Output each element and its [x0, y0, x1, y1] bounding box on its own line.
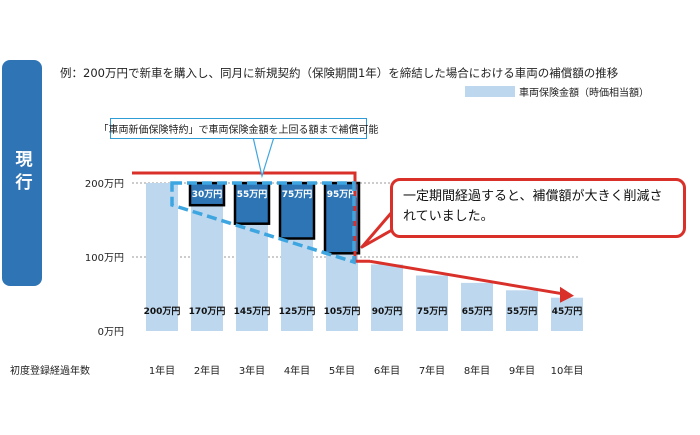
bar-value-label: 200万円 — [144, 306, 181, 317]
chart-subtitle: 例：200万円で新車を購入し、同月に新規契約（保険期間1年）を締結した場合におけ… — [60, 66, 619, 80]
bar-value-label: 105万円 — [324, 306, 361, 317]
coverage-region — [170, 181, 356, 265]
bar — [146, 183, 178, 331]
bar — [506, 290, 538, 331]
supplement-label: 30万円 — [192, 189, 223, 200]
bar-value-label: 90万円 — [372, 306, 403, 317]
supplement-bar — [278, 181, 316, 240]
supplement-label: 95万円 — [327, 189, 358, 200]
callout-pointer — [252, 136, 275, 179]
x-tick-label: 10年目 — [551, 364, 584, 377]
x-tick-label: 2年目 — [194, 364, 220, 377]
legend-swatch — [465, 86, 515, 97]
supplement-label: 55万円 — [237, 189, 268, 200]
bar — [236, 223, 268, 331]
special-clause-callout: 「車両新価保険特約」で車両保険金額を上回る額まで補償可能 — [99, 118, 379, 139]
bar — [281, 238, 313, 331]
x-axis-title: 初度登録経過年数 — [10, 364, 90, 377]
x-tick-label: 9年目 — [509, 364, 535, 377]
red-callout-pointer — [360, 210, 394, 249]
x-tick-label: 8年目 — [464, 364, 490, 377]
supplement-bar — [233, 181, 271, 225]
bar-value-label: 65万円 — [462, 306, 493, 317]
bar-value-label: 75万円 — [417, 306, 448, 317]
x-tick-label: 1年目 — [149, 364, 175, 377]
supplement-label: 75万円 — [282, 189, 313, 200]
y-tick-label: 200万円 — [85, 179, 124, 190]
side-tab-current: 現行 — [2, 60, 42, 286]
legend-label: 車両保険金額（時価相当額） — [519, 88, 649, 99]
x-tick-label: 6年目 — [374, 364, 400, 377]
x-tick-label: 3年目 — [239, 364, 265, 377]
x-tick-label: 5年目 — [329, 364, 355, 377]
bar — [191, 205, 223, 331]
bar — [551, 297, 583, 331]
bar — [416, 275, 448, 331]
coverage-decline-line — [369, 259, 563, 296]
bar-value-label: 145万円 — [234, 306, 271, 317]
y-tick-label: 0万円 — [98, 327, 124, 338]
y-tick-label: 100万円 — [85, 253, 124, 264]
bar — [371, 264, 403, 331]
x-tick-label: 7年目 — [419, 364, 445, 377]
bar-value-label: 125万円 — [279, 306, 316, 317]
bar — [326, 253, 358, 331]
coverage-arrowhead — [560, 286, 574, 303]
chart-legend: 車両保険金額（時価相当額） — [465, 84, 649, 99]
bar-value-label: 170万円 — [189, 306, 226, 317]
side-tab-label: 現行 — [11, 150, 32, 196]
bar — [461, 282, 493, 331]
bar-value-label: 55万円 — [507, 306, 538, 317]
x-tick-label: 4年目 — [284, 364, 310, 377]
bar-value-label: 45万円 — [552, 306, 583, 317]
reduction-callout: 一定期間経過すると、補償額が大きく削減されていました。 — [390, 178, 686, 238]
